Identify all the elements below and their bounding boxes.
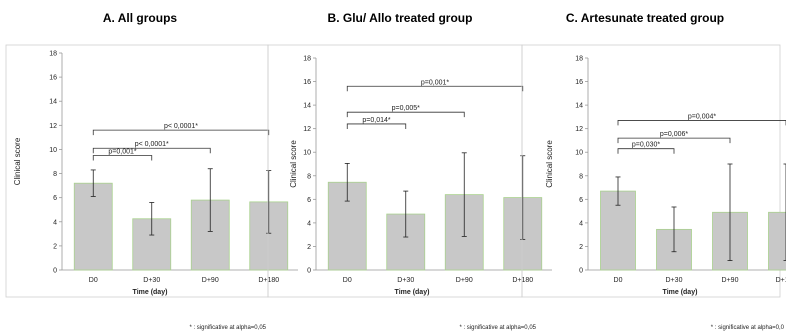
chart-a-significance-bracket — [92, 147, 211, 154]
chart-c-p-value-label: p=0,030* — [632, 142, 660, 149]
chart-c-y-tick-label: 14 — [575, 103, 583, 110]
chart-c-y-tick-label: 0 — [579, 268, 583, 275]
chart-b-x-axis-label: Time (day) — [395, 289, 430, 296]
chart-a-y-tick-label: 18 — [49, 51, 57, 58]
chart-a-x-axis-label: Time (day) — [133, 289, 168, 296]
chart-a-y-tick-label: 2 — [53, 243, 57, 250]
chart-c-y-tick-label: 6 — [579, 197, 583, 204]
chart-c-significance-bracket — [617, 137, 731, 144]
chart-c-bar-d180 — [768, 211, 786, 271]
chart-a-bar-d0 — [73, 182, 113, 271]
chart-b-x-tick-label: D+180 — [512, 277, 533, 284]
chart-c-y-tick-label: 2 — [579, 244, 583, 251]
chart-c-p-value-label: p=0,004* — [688, 113, 716, 120]
chart-b-y-axis-label: Clinical score — [289, 140, 298, 188]
chart-a-y-axis-label: Clinical score — [13, 137, 22, 185]
chart-c-p-value-label: p=0,006* — [660, 131, 688, 138]
chart-a-significance-bracket — [92, 129, 270, 136]
chart-b-y-tick-label: 16 — [303, 79, 311, 86]
chart-a-title: A. All groups — [103, 11, 178, 25]
chart-b-significance-bracket — [346, 85, 524, 92]
chart-a-p-value-label: p=0,001* — [108, 148, 136, 155]
chart-c-plot-frame — [521, 44, 781, 298]
chart-b-y-tick-label: 6 — [307, 197, 311, 204]
chart-c-x-tick-label: D+180 — [776, 277, 786, 284]
chart-c-y-tick-label: 12 — [575, 126, 583, 133]
chart-a-x-tick-label: D+90 — [202, 277, 219, 284]
chart-b-x-tick-label: D+90 — [456, 277, 473, 284]
chart-c-significance-bracket — [617, 120, 786, 126]
chart-b-y-tick-label: 8 — [307, 173, 311, 180]
chart-b-y-tick-label: 0 — [307, 268, 311, 275]
chart-c-y-tick-label: 8 — [579, 173, 583, 180]
chart-b-p-value-label: p=0,001* — [421, 79, 449, 86]
chart-c-y-tick-label: 4 — [579, 220, 583, 227]
chart-a-y-tick-label: 4 — [53, 219, 57, 226]
chart-c-x-axis-label: Time (day) — [663, 289, 698, 296]
chart-b-footnote: * : significative at alpha=0,05 — [459, 325, 536, 331]
chart-a-x-tick-label: D+180 — [258, 277, 279, 284]
chart-c-y-tick-label: 16 — [575, 79, 583, 86]
chart-b-y-tick-label: 18 — [303, 56, 311, 63]
chart-a-y-tick-label: 12 — [49, 123, 57, 130]
chart-c-y-tick-label: 10 — [575, 150, 583, 157]
chart-a-y-tick-label: 14 — [49, 99, 57, 106]
chart-c-x-tick-label: D0 — [614, 277, 623, 284]
chart-b-p-value-label: p=0,005* — [392, 105, 420, 112]
chart-a-y-tick-label: 16 — [49, 75, 57, 82]
chart-a-y-tick-label: 8 — [53, 171, 57, 178]
chart-c-title: C. Artesunate treated group — [566, 11, 724, 25]
chart-a-p-value-label: p< 0,0001* — [135, 141, 169, 148]
chart-b-significance-bracket — [346, 123, 407, 129]
chart-b-y-tick-label: 14 — [303, 103, 311, 110]
chart-b-y-tick-label: 2 — [307, 244, 311, 251]
chart-b-significance-bracket — [346, 111, 465, 118]
chart-a-x-tick-label: D+30 — [143, 277, 160, 284]
chart-a-y-tick-label: 6 — [53, 195, 57, 202]
chart-b-x-tick-label: D+30 — [397, 277, 414, 284]
chart-b-y-tick-label: 4 — [307, 220, 311, 227]
chart-c-y-axis-label: Clinical score — [545, 140, 554, 188]
chart-b-x-tick-label: D0 — [343, 277, 352, 284]
chart-b-y-tick-label: 10 — [303, 150, 311, 157]
chart-b-title: B. Glu/ Allo treated group — [328, 11, 473, 25]
chart-c-x-tick-label: D+30 — [666, 277, 683, 284]
chart-b-p-value-label: p=0,014* — [362, 117, 390, 124]
chart-c-footnote: * : significative at alpha=0,0 — [711, 325, 785, 331]
chart-a-p-value-label: p< 0,0001* — [164, 123, 198, 130]
chart-a-y-tick-label: 0 — [53, 268, 57, 275]
chart-a-x-tick-label: D0 — [89, 277, 98, 284]
chart-c-x-tick-label: D+90 — [722, 277, 739, 284]
chart-b-y-tick-label: 12 — [303, 126, 311, 133]
chart-c-significance-bracket — [617, 148, 675, 154]
chart-a-significance-bracket — [92, 155, 153, 161]
chart-a-y-tick-label: 10 — [49, 147, 57, 154]
chart-c-y-tick-label: 18 — [575, 56, 583, 63]
chart-a-footnote: * : significative at alpha=0,05 — [189, 325, 266, 331]
